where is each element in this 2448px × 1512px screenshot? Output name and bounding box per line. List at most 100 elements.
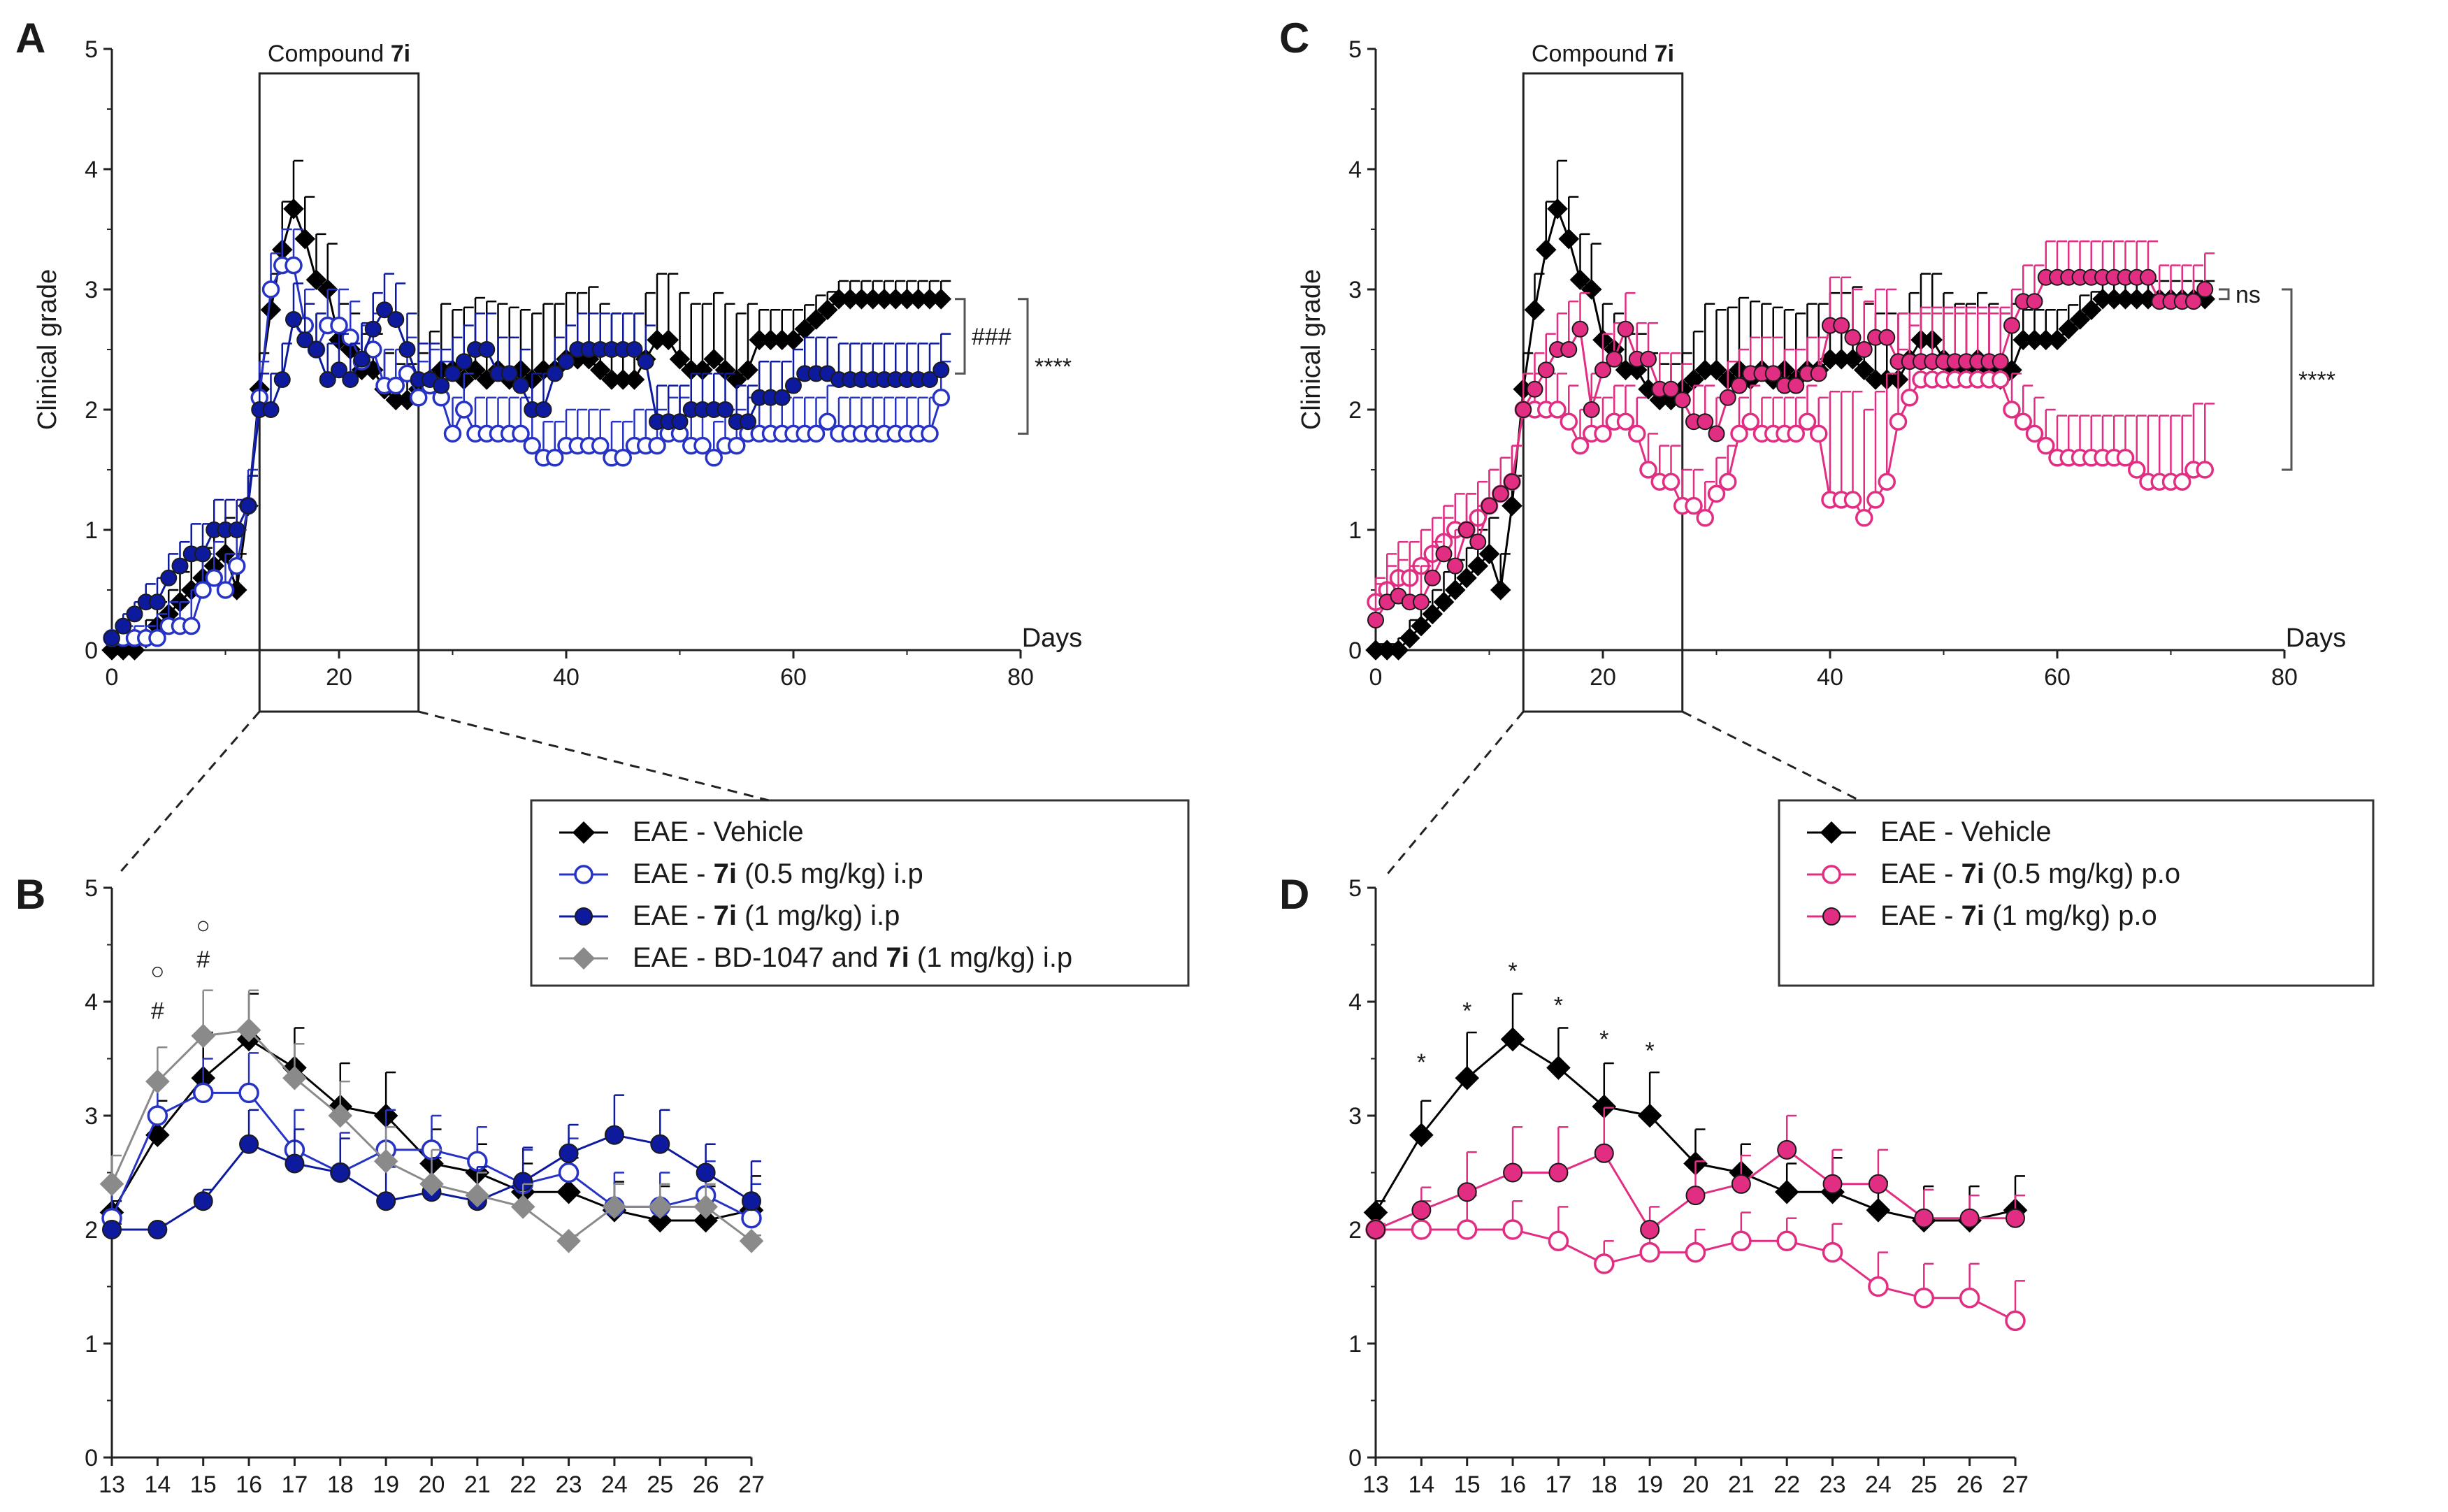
panel-letter: A xyxy=(15,15,45,62)
data-point xyxy=(194,581,212,599)
legend-marker xyxy=(575,907,593,926)
data-point xyxy=(182,617,201,635)
legend-suffix: (1 mg/kg) i.p xyxy=(737,900,900,931)
x-tick-label: 80 xyxy=(1007,664,1034,691)
legend-prefix: EAE - xyxy=(633,858,714,889)
y-tick-label: 4 xyxy=(85,989,98,1016)
x-tick-label: 18 xyxy=(327,1471,354,1498)
data-point xyxy=(398,341,416,358)
data-point xyxy=(1535,239,1557,261)
data-point xyxy=(535,401,552,418)
data-point xyxy=(705,449,723,467)
data-point xyxy=(1741,412,1759,431)
significance-annotation: * xyxy=(1417,1049,1426,1076)
data-point xyxy=(2196,281,2214,298)
y-tick-label: 0 xyxy=(1348,1445,1362,1471)
data-point xyxy=(602,1195,627,1219)
data-point xyxy=(1889,412,1908,431)
data-point xyxy=(1409,1123,1434,1148)
x-tick-label: 27 xyxy=(738,1471,765,1498)
data-point xyxy=(1640,1220,1660,1239)
data-point xyxy=(319,371,336,388)
data-point xyxy=(1901,389,1919,407)
data-point xyxy=(1481,497,1498,514)
data-point xyxy=(2003,317,2020,334)
data-point xyxy=(1560,412,1578,431)
data-point xyxy=(1822,1241,1843,1263)
x-axis-label: Days xyxy=(1022,624,1083,653)
y-tick-label: 2 xyxy=(85,397,98,424)
series-1 xyxy=(1365,1194,2026,1332)
data-point xyxy=(559,1143,579,1163)
legend-box xyxy=(1778,799,2375,987)
data-point xyxy=(1878,473,1896,491)
data-point xyxy=(523,436,541,455)
data-point xyxy=(145,1069,170,1094)
data-point xyxy=(296,331,314,349)
data-point xyxy=(637,353,654,370)
data-point xyxy=(589,359,611,381)
data-point xyxy=(1547,198,1568,219)
data-point xyxy=(1594,361,1611,379)
x-tick-label: 16 xyxy=(1499,1471,1526,1498)
treatment-label-compound: 7i xyxy=(1655,41,1674,67)
data-point xyxy=(648,436,666,455)
y-tick-label: 2 xyxy=(1348,397,1362,424)
data-point xyxy=(1444,579,1466,600)
data-point xyxy=(1731,1174,1751,1194)
data-point xyxy=(1810,424,1828,443)
data-point xyxy=(1594,424,1612,443)
significance-label: **** xyxy=(1035,354,1072,380)
data-point xyxy=(1411,615,1432,637)
data-point xyxy=(1730,424,1748,443)
data-point xyxy=(115,617,132,635)
data-point xyxy=(1959,1208,1980,1228)
data-point xyxy=(376,301,393,319)
data-point xyxy=(1424,569,1441,586)
data-point xyxy=(353,350,370,368)
x-tick-label: 15 xyxy=(1454,1471,1481,1498)
data-point xyxy=(1866,1197,1891,1223)
y-tick-label: 1 xyxy=(1348,1331,1362,1358)
legend-prefix: EAE - Vehicle xyxy=(1880,816,2052,847)
data-point xyxy=(501,365,518,382)
data-point xyxy=(99,1172,124,1197)
data-point xyxy=(1548,1162,1569,1183)
data-point xyxy=(1662,473,1680,491)
data-point xyxy=(171,557,189,575)
data-point xyxy=(330,316,348,335)
data-point xyxy=(591,436,610,455)
data-point xyxy=(455,353,473,370)
data-point xyxy=(933,361,950,379)
data-point xyxy=(1546,1056,1571,1080)
legend-compound: 7i xyxy=(1961,858,1985,889)
x-axis-label: Days xyxy=(2286,624,2347,653)
legend-prefix: EAE - BD-1047 and xyxy=(633,942,886,973)
legend-prefix: EAE - Vehicle xyxy=(633,816,804,847)
data-point xyxy=(126,605,143,623)
y-tick-label: 3 xyxy=(85,277,98,303)
x-tick-label: 14 xyxy=(1408,1471,1434,1498)
data-point xyxy=(376,1191,396,1211)
data-point xyxy=(1502,1219,1523,1240)
x-tick-label: 0 xyxy=(1369,664,1383,691)
data-point xyxy=(805,309,827,330)
data-point xyxy=(1853,359,1875,381)
data-point xyxy=(1685,496,1703,515)
connector-right-c xyxy=(1682,710,1860,802)
data-point xyxy=(604,1125,624,1145)
y-tick-label: 5 xyxy=(1348,36,1362,63)
data-point xyxy=(1581,279,1602,300)
data-point xyxy=(2037,436,2055,455)
data-point xyxy=(819,412,837,431)
data-point xyxy=(739,1228,764,1253)
significance-bracket xyxy=(2282,288,2293,471)
x-tick-label: 60 xyxy=(780,664,807,691)
significance-annotation: * xyxy=(1554,992,1563,1018)
data-point xyxy=(387,376,405,395)
data-point xyxy=(103,629,120,647)
data-point xyxy=(205,569,223,587)
data-point xyxy=(1719,473,1737,491)
